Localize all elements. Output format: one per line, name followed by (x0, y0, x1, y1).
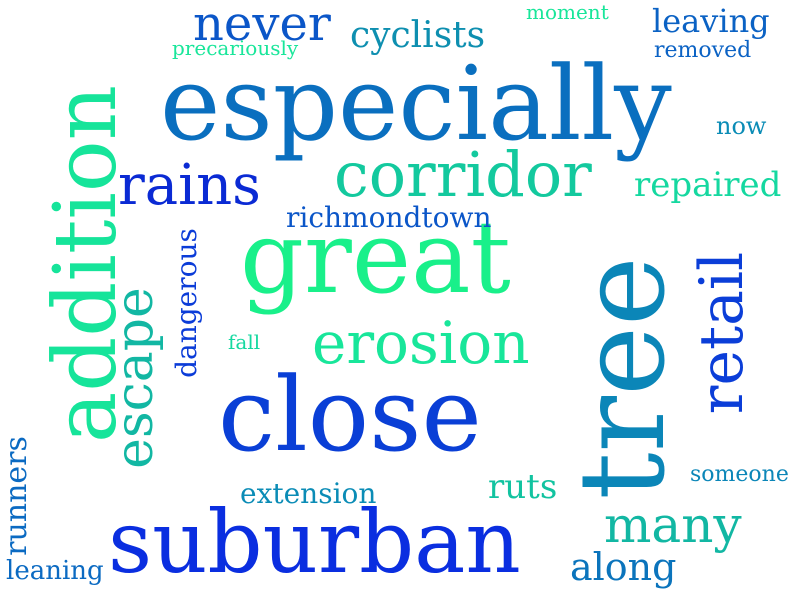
word-erosion: erosion (312, 309, 530, 377)
word-great: great (240, 199, 511, 316)
word-leaving: leaving (652, 2, 770, 40)
word-tree: tree (552, 256, 691, 500)
word-fall: fall (228, 330, 261, 354)
word-leaning: leaning (6, 556, 104, 586)
word-now: now (716, 112, 767, 140)
word-suburban: suburban (108, 493, 521, 593)
word-someone: someone (690, 462, 789, 487)
word-escape: escape (104, 287, 165, 469)
word-especially: especially (160, 45, 672, 164)
word-extension: extension (240, 477, 377, 510)
word-never: never (193, 0, 331, 52)
word-moment: moment (526, 0, 609, 24)
word-rains: rains (118, 153, 261, 218)
word-corridor: corridor (334, 138, 592, 211)
word-repaired: repaired (634, 165, 782, 205)
word-richmondtown: richmondtown (286, 201, 492, 234)
word-ruts: ruts (488, 467, 558, 507)
word-dangerous: dangerous (169, 228, 203, 378)
word-retail: retail (687, 251, 758, 415)
word-close: close (218, 356, 482, 475)
word-along: along (570, 545, 677, 589)
word-precariously: precariously (172, 36, 299, 60)
word-cyclists: cyclists (350, 15, 486, 56)
word-removed: removed (654, 38, 752, 63)
word-runners: runners (0, 436, 34, 556)
word-many: many (604, 496, 742, 554)
